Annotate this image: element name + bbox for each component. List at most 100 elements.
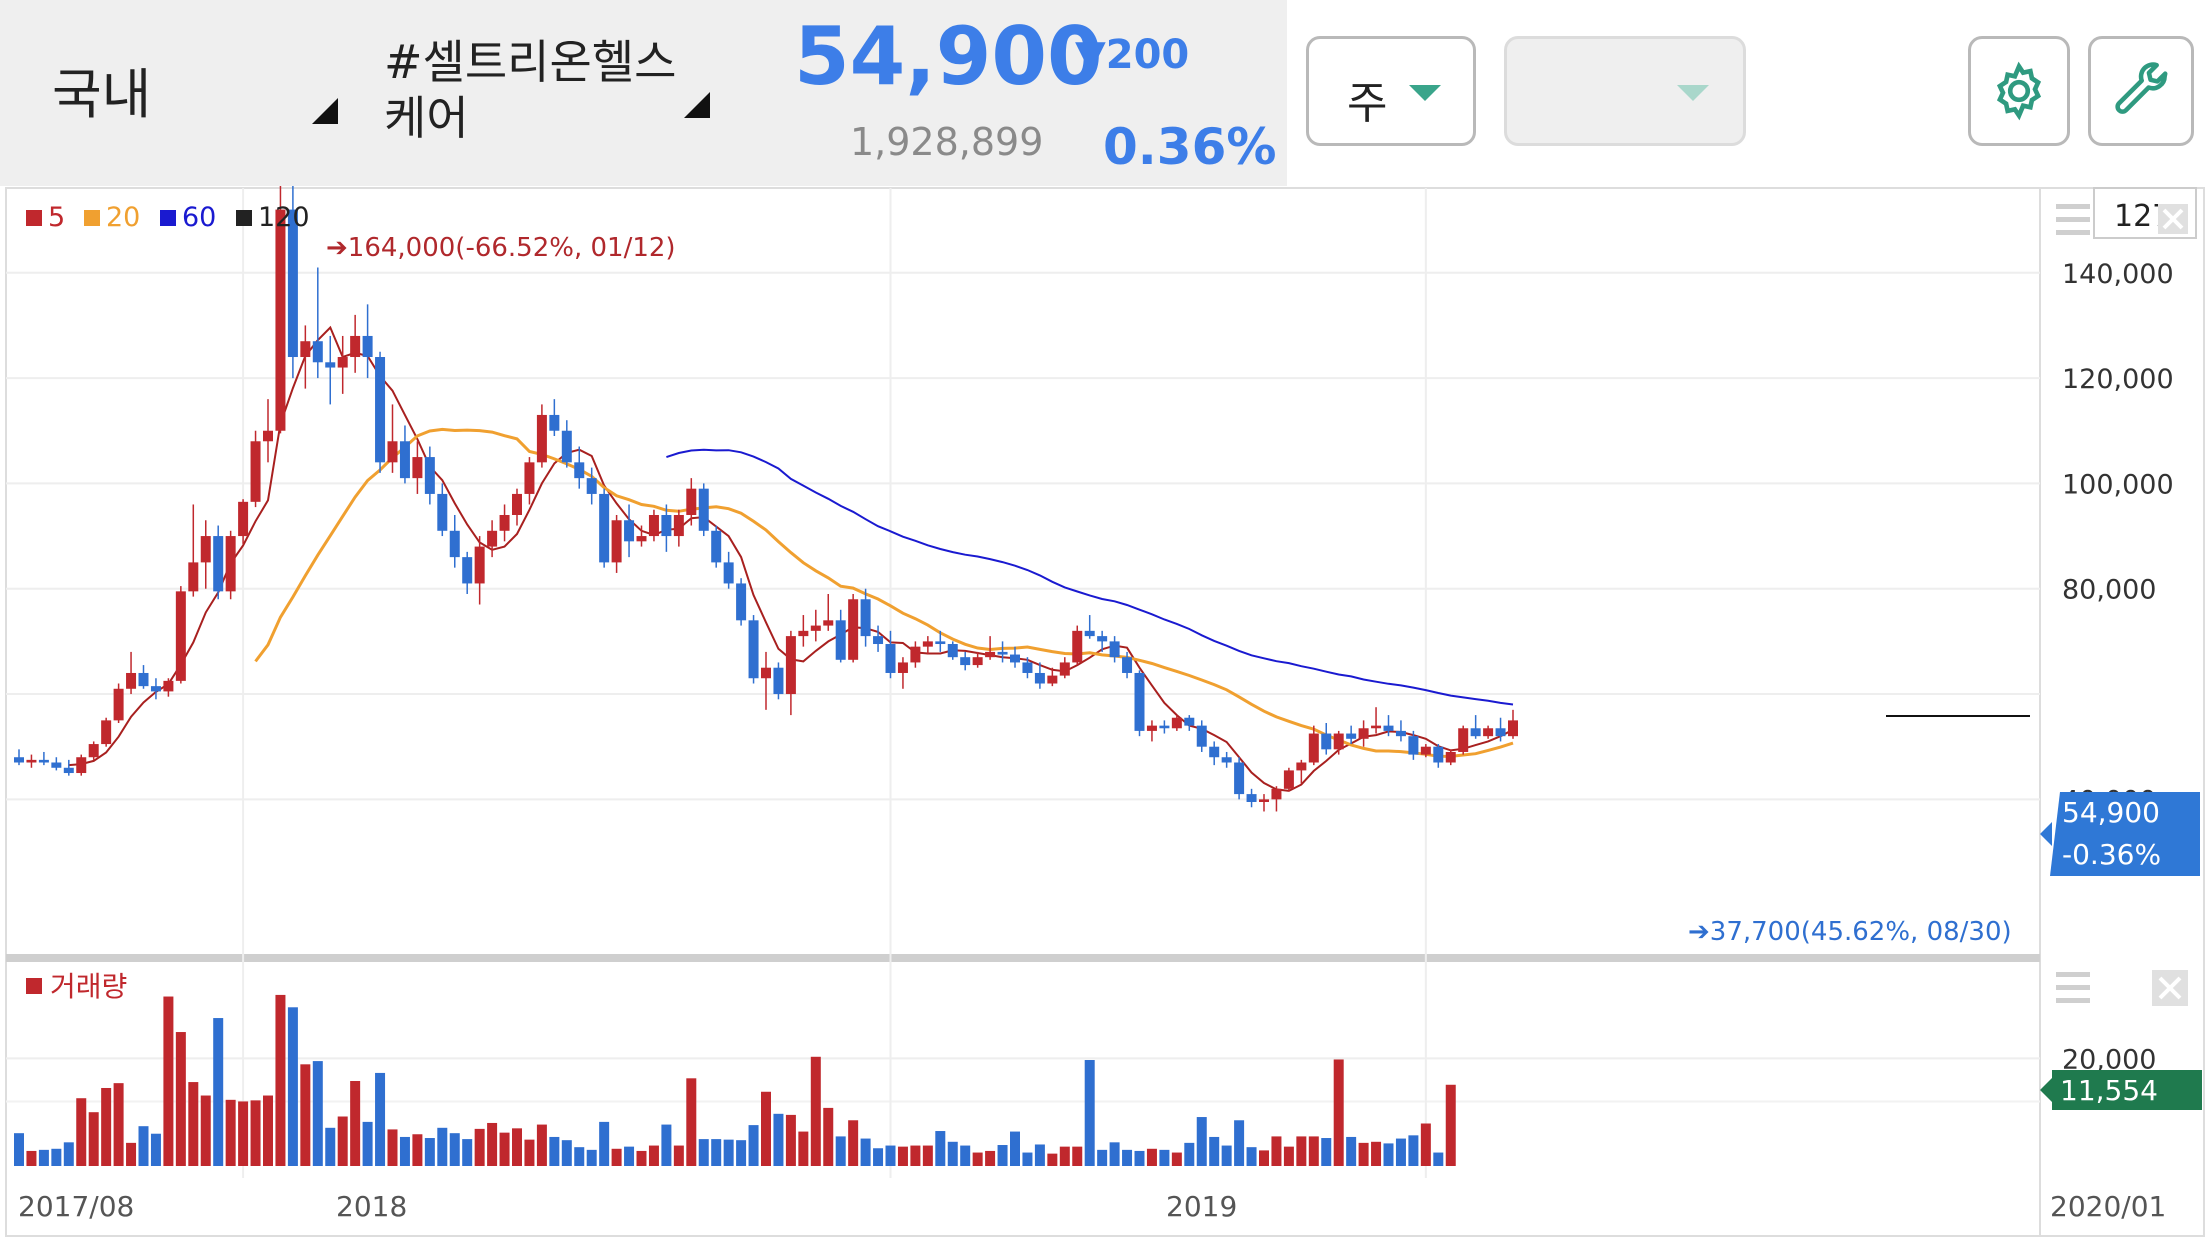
time-axis: 2017/08 2018 2019 2020/01	[18, 1190, 2166, 1223]
volume-series	[14, 994, 1456, 1166]
candle	[1383, 715, 1394, 737]
candle-body	[150, 686, 161, 692]
candle-body	[1134, 672, 1145, 731]
candle-body	[188, 562, 199, 592]
candle	[1259, 794, 1269, 812]
volume-bar	[997, 1145, 1008, 1166]
candle-body	[1234, 762, 1245, 795]
market-selector-label[interactable]: 국내	[52, 63, 152, 126]
price-tick-label: 120,000	[2062, 364, 2174, 395]
period-selector-label: 주	[1347, 78, 1388, 129]
candle	[960, 651, 971, 671]
candle-body	[524, 462, 535, 494]
candle-body	[873, 636, 884, 645]
candle	[1122, 651, 1133, 679]
candle-body	[38, 759, 49, 763]
candle	[213, 525, 224, 600]
volume-close-icon[interactable]	[2152, 970, 2188, 1006]
candle-body	[748, 620, 759, 679]
legend-swatch-5	[26, 210, 42, 226]
candle-body	[736, 583, 747, 621]
volume-bar	[213, 1018, 224, 1166]
stock-dropdown-icon[interactable]	[684, 92, 710, 118]
candle	[312, 267, 323, 379]
legend-swatch-20	[84, 210, 100, 226]
volume-bar	[1308, 1136, 1319, 1166]
volume-bar	[1134, 1150, 1145, 1166]
price-tick-label: 80,000	[2062, 575, 2156, 606]
legend-label-120: 120	[258, 202, 310, 233]
volume-bar	[624, 1146, 635, 1166]
candle-body	[997, 651, 1008, 655]
volume-legend-swatch	[26, 978, 42, 994]
candle	[586, 467, 597, 505]
candle	[238, 499, 249, 544]
tools-button[interactable]	[2088, 36, 2194, 146]
candle	[350, 314, 361, 373]
candle	[611, 514, 622, 573]
volume-menu-icon[interactable]	[2056, 972, 2090, 1003]
volume-bar	[723, 1139, 734, 1166]
market-dropdown-icon[interactable]	[312, 98, 338, 124]
candle-body	[437, 493, 448, 531]
legend-label-60: 60	[182, 202, 216, 233]
candle-body	[860, 599, 871, 637]
candle	[1358, 720, 1369, 747]
indicator-selector[interactable]	[1504, 36, 1746, 146]
volume-bar	[1122, 1149, 1133, 1166]
candle	[524, 457, 535, 505]
candle-body	[88, 744, 99, 758]
candle	[387, 404, 398, 473]
period-selector[interactable]: 주	[1306, 36, 1476, 146]
candle	[549, 399, 560, 437]
volume-bar	[1234, 1120, 1245, 1166]
candle-body	[960, 657, 971, 666]
stock-name[interactable]: #셀트리온헬스 케어	[384, 34, 684, 146]
gear-icon	[1996, 61, 2042, 121]
volume-bar	[1383, 1143, 1394, 1166]
stock-chart[interactable]: 40,00080,000100,000120,000140,000160,000…	[0, 146, 2208, 1242]
candle	[873, 625, 884, 652]
candle	[860, 588, 871, 647]
candle	[63, 759, 74, 776]
volume-bar	[1346, 1136, 1357, 1166]
ma-legend[interactable]: 5 20 60 120	[26, 202, 310, 233]
chart-frame	[5, 187, 2205, 1237]
volume-bar	[263, 1095, 273, 1166]
candle-body	[26, 759, 37, 763]
candle-body	[698, 488, 709, 531]
candle	[1022, 657, 1033, 679]
volume-bar	[38, 1149, 49, 1166]
chart-container[interactable]: 40,00080,000100,000120,000140,000160,000…	[0, 146, 2208, 1242]
volume-bar	[1146, 1148, 1157, 1166]
candle-body	[375, 357, 386, 463]
price-tick-label: 100,000	[2062, 469, 2174, 500]
panel-divider[interactable]	[6, 954, 2040, 962]
settings-button[interactable]	[1968, 36, 2070, 146]
volume-bar	[910, 1145, 921, 1166]
volume-bar	[686, 1078, 697, 1166]
close-icon[interactable]	[2158, 204, 2188, 234]
candle	[574, 446, 585, 489]
ma60-line	[666, 448, 1514, 706]
candle-body	[250, 441, 261, 502]
volume-bar	[586, 1149, 597, 1166]
candle	[723, 551, 734, 589]
volume-bar	[1022, 1152, 1033, 1166]
candle-body	[624, 520, 635, 542]
volume-bar	[1072, 1146, 1083, 1166]
volume-bar	[1109, 1142, 1120, 1166]
candle	[175, 586, 186, 684]
candle-body	[412, 457, 423, 479]
candle-body	[1271, 788, 1282, 800]
panel-menu-icon[interactable]	[2056, 204, 2090, 235]
volume-bar	[138, 1126, 149, 1166]
candle	[673, 509, 684, 547]
volume-bar	[1358, 1142, 1369, 1166]
candle-body	[1072, 630, 1083, 663]
volume-bar	[611, 1148, 622, 1166]
candle	[910, 641, 921, 668]
candle	[897, 657, 908, 689]
time-tick-label: 2020/01	[2050, 1190, 2166, 1223]
stock-name-line1: #셀트리온헬스	[384, 35, 677, 89]
